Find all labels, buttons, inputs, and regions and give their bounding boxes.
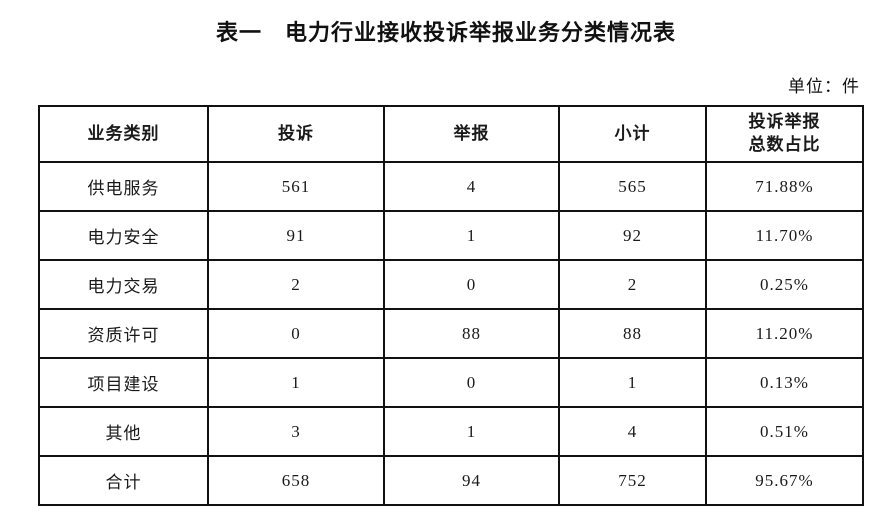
cell-subtotal: 2 — [558, 259, 707, 310]
table-row: 其他 3 1 4 0.51% — [38, 406, 864, 457]
cell-subtotal: 4 — [558, 406, 707, 457]
cell-reports: 0 — [383, 357, 560, 408]
cell-category: 供电服务 — [38, 161, 209, 212]
cell-complaints: 91 — [207, 210, 385, 261]
cell-category: 资质许可 — [38, 308, 209, 359]
table-row: 供电服务 561 4 565 71.88% — [38, 161, 864, 212]
table-row: 电力安全 91 1 92 11.70% — [38, 210, 864, 261]
page-title: 表一 电力行业接收投诉举报业务分类情况表 — [215, 20, 676, 45]
cell-complaints: 2 — [207, 259, 385, 310]
cell-share: 11.20% — [705, 308, 864, 359]
cell-complaints: 1 — [207, 357, 385, 408]
cell-category: 项目建设 — [38, 357, 209, 408]
cell-reports: 1 — [383, 406, 560, 457]
cell-subtotal: 752 — [558, 455, 707, 506]
cell-reports: 1 — [383, 210, 560, 261]
cell-subtotal: 92 — [558, 210, 707, 261]
cell-category: 合计 — [38, 455, 209, 506]
cell-category: 电力安全 — [38, 210, 209, 261]
cell-subtotal: 1 — [558, 357, 707, 408]
cell-share: 0.13% — [705, 357, 864, 408]
table-row: 电力交易 2 0 2 0.25% — [38, 259, 864, 310]
cell-complaints: 0 — [207, 308, 385, 359]
header-cell-share: 投诉举报 总数占比 — [705, 105, 864, 163]
cell-complaints: 561 — [207, 161, 385, 212]
table-row-total: 合计 658 94 752 95.67% — [38, 455, 864, 506]
cell-reports: 0 — [383, 259, 560, 310]
table-row: 项目建设 1 0 1 0.13% — [38, 357, 864, 408]
unit-label: 单位：件 — [788, 77, 860, 96]
cell-share: 95.67% — [705, 455, 864, 506]
header-cell-subtotal: 小计 — [558, 105, 707, 163]
cell-reports: 4 — [383, 161, 560, 212]
cell-share: 0.51% — [705, 406, 864, 457]
header-cell-complaints: 投诉 — [207, 105, 385, 163]
header-cell-category: 业务类别 — [38, 105, 209, 163]
complaint-classification-table: 业务类别 投诉 举报 小计 投诉举报 总数占比 供电服务 561 4 565 7… — [38, 105, 864, 506]
cell-reports: 88 — [383, 308, 560, 359]
cell-complaints: 658 — [207, 455, 385, 506]
cell-subtotal: 565 — [558, 161, 707, 212]
cell-complaints: 3 — [207, 406, 385, 457]
cell-share: 11.70% — [705, 210, 864, 261]
cell-reports: 94 — [383, 455, 560, 506]
cell-category: 电力交易 — [38, 259, 209, 310]
table-header-row: 业务类别 投诉 举报 小计 投诉举报 总数占比 — [38, 105, 864, 163]
cell-category: 其他 — [38, 406, 209, 457]
cell-share: 0.25% — [705, 259, 864, 310]
table-row: 资质许可 0 88 88 11.20% — [38, 308, 864, 359]
cell-share: 71.88% — [705, 161, 864, 212]
cell-subtotal: 88 — [558, 308, 707, 359]
header-cell-reports: 举报 — [383, 105, 560, 163]
